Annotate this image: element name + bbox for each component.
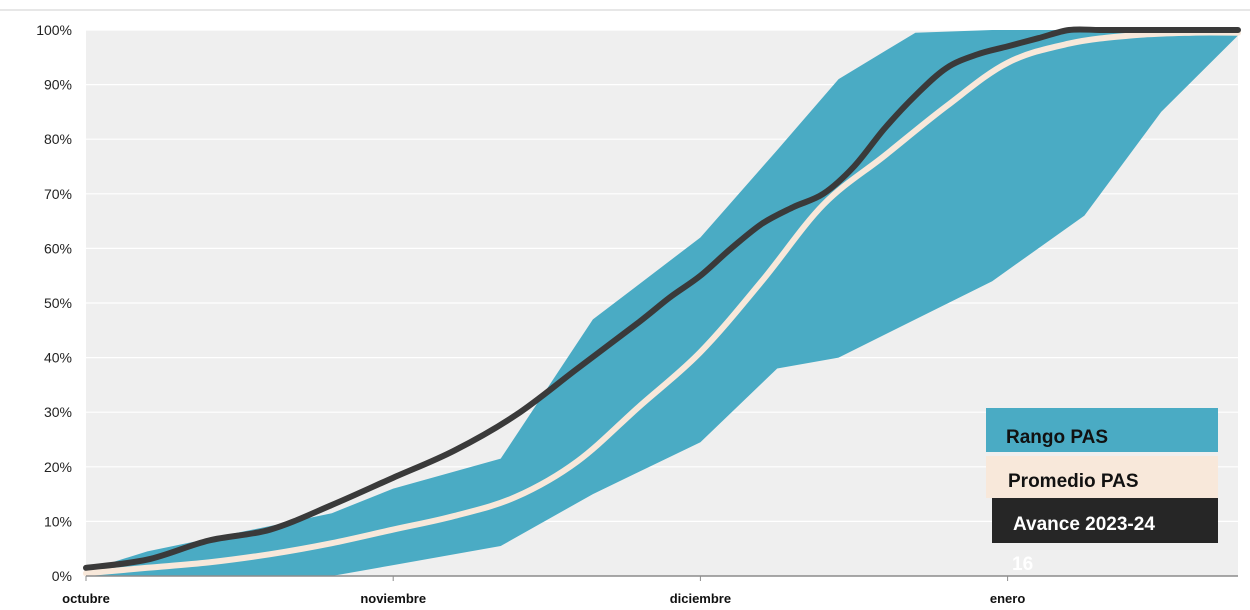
line-promedio-pas (83, 29, 1241, 577)
line-avance-2023-24 (83, 26, 1241, 571)
legend-label-promedio-pas: Promedio PAS (1008, 471, 1139, 492)
y-tick-label: 50% (44, 295, 72, 311)
y-tick-label: 20% (44, 459, 72, 475)
series-lines (83, 26, 1241, 577)
x-tick-label: octubre (62, 591, 110, 606)
y-tick-label: 10% (44, 513, 72, 529)
x-tick-label: enero (990, 591, 1025, 606)
legend: Rango PAS Promedio PAS Avance 2023-24 16 (986, 408, 1218, 575)
x-tick-labels: octubre noviembre diciembre enero (62, 576, 1025, 606)
y-tick-label: 100% (36, 22, 72, 38)
y-tick-label: 40% (44, 350, 72, 366)
y-tick-label: 90% (44, 77, 72, 93)
y-tick-label: 30% (44, 404, 72, 420)
y-tick-label: 60% (44, 240, 72, 256)
legend-label-avance: Avance 2023-24 (1013, 514, 1155, 535)
x-tick-label: noviembre (360, 591, 426, 606)
legend-swatch-avance (992, 498, 1218, 543)
y-tick-label: 0% (52, 568, 72, 584)
legend-swatch-promedio-pas (986, 456, 1218, 498)
legend-overflow-label: 16 (1012, 554, 1033, 575)
x-tick-label: diciembre (670, 591, 731, 606)
y-tick-label: 70% (44, 186, 72, 202)
y-tick-labels: 0% 10% 20% 30% 40% 50% 60% 70% 80% 90% 100% (36, 22, 72, 584)
y-tick-label: 80% (44, 131, 72, 147)
legend-label-rango-pas: Rango PAS (1006, 427, 1108, 448)
legend-swatch-rango-pas (986, 408, 1218, 452)
